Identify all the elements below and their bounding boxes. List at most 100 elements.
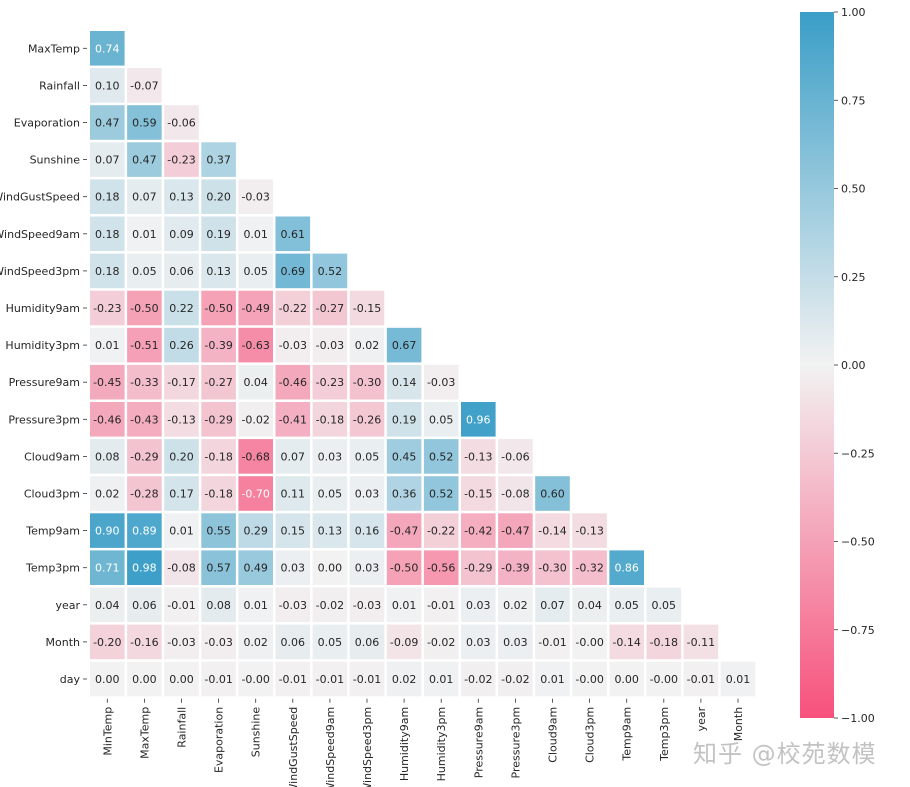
cell-value-label: 0.07 — [132, 191, 157, 204]
cell-value-label: 0.89 — [132, 525, 157, 538]
heatmap-cell — [90, 439, 125, 474]
cell-value-label: -0.17 — [167, 376, 195, 389]
cell-value-label: -0.39 — [501, 562, 529, 575]
heatmap-cell — [164, 550, 199, 585]
heatmap-cell — [275, 550, 311, 585]
heatmap-cell — [238, 290, 273, 326]
cell-value-label: 0.60 — [540, 488, 565, 501]
heatmap-cell — [275, 327, 311, 363]
cell-value-label: -0.29 — [464, 562, 492, 575]
heatmap-cell — [238, 550, 273, 585]
cell-value-label: 0.03 — [281, 562, 306, 575]
heatmap-cell — [275, 624, 311, 660]
heatmap-cell — [90, 142, 125, 177]
heatmap-cell — [201, 364, 236, 400]
cell-value-label: 0.19 — [392, 413, 417, 426]
cell-value-label: 0.71 — [95, 562, 120, 575]
cell-value-label: 0.03 — [466, 636, 491, 649]
cell-value-label: 0.03 — [503, 636, 528, 649]
heatmap-cell — [201, 587, 236, 623]
heatmap-cell — [423, 624, 459, 660]
heatmap-cell — [238, 624, 273, 660]
heatmap-cell — [312, 587, 348, 623]
heatmap-cell — [349, 402, 385, 437]
heatmap-cell — [127, 624, 162, 660]
x-tick-label: Evaporation — [213, 707, 226, 773]
heatmap-cell — [498, 476, 533, 511]
y-tick-label: Cloud3pm — [24, 488, 80, 501]
x-tick-label: Pressure9am — [472, 707, 485, 778]
cell-value-label: 0.14 — [392, 376, 417, 389]
heatmap-cell — [349, 327, 385, 363]
cell-value-label: 0.00 — [614, 673, 639, 686]
cell-value-label: -0.43 — [130, 413, 158, 426]
heatmap-cell — [275, 476, 311, 511]
heatmap-cell — [164, 142, 199, 177]
heatmap-cell — [423, 513, 459, 548]
heatmap-cell — [164, 179, 199, 214]
cell-value-label: -0.46 — [279, 376, 307, 389]
heatmap-cell — [349, 661, 385, 697]
heatmap-cell — [275, 661, 311, 697]
cell-value-label: -0.16 — [130, 636, 158, 649]
colorbar-gradient — [800, 12, 834, 718]
cell-value-label: -0.50 — [130, 302, 158, 315]
heatmap-cell — [90, 327, 125, 363]
heatmap-cell — [312, 253, 348, 289]
cell-value-label: 0.00 — [318, 562, 343, 575]
x-tick-label: Rainfall — [176, 707, 189, 748]
heatmap-cell — [275, 587, 311, 623]
cell-value-label: 0.19 — [206, 228, 231, 241]
y-tick-label: WindSpeed3pm — [0, 265, 80, 278]
cell-value-label: 0.08 — [95, 450, 120, 463]
x-tick-label: year — [695, 706, 708, 731]
heatmap-cell — [312, 550, 348, 585]
heatmap-cell — [498, 439, 533, 474]
cell-value-label: -0.01 — [538, 636, 566, 649]
heatmap-cell — [349, 290, 385, 326]
cell-value-label: -0.18 — [316, 413, 344, 426]
cell-value-label: 0.02 — [355, 339, 380, 352]
heatmap-cell — [127, 439, 162, 474]
cell-value-label: -0.15 — [353, 302, 381, 315]
heatmap-cell — [312, 327, 348, 363]
heatmap-cell — [164, 513, 199, 548]
cell-value-label: 0.08 — [206, 599, 231, 612]
heatmap-cell — [386, 513, 422, 548]
cell-value-label: 0.01 — [540, 673, 565, 686]
heatmap-cell — [90, 402, 125, 437]
cell-value-label: -0.68 — [241, 450, 269, 463]
heatmap-cell — [201, 253, 236, 289]
heatmap-cell — [386, 327, 422, 363]
heatmap-cell — [386, 402, 422, 437]
heatmap-cell — [461, 624, 496, 660]
heatmap-cell — [201, 513, 236, 548]
heatmap-cell — [572, 587, 607, 623]
cell-value-label: 0.61 — [281, 228, 306, 241]
heatmap-cell — [90, 253, 125, 289]
heatmap-cell — [572, 550, 607, 585]
cell-value-label: -0.15 — [464, 488, 492, 501]
cell-value-label: -0.22 — [279, 302, 307, 315]
heatmap-cell — [349, 624, 385, 660]
y-tick-label: Sunshine — [30, 154, 81, 167]
heatmap-cell — [164, 402, 199, 437]
cell-value-label: -0.02 — [501, 673, 529, 686]
cell-value-label: 0.07 — [95, 154, 120, 167]
cell-value-label: -0.02 — [427, 636, 455, 649]
heatmap-cell — [164, 290, 199, 326]
heatmap-cell — [90, 364, 125, 400]
heatmap-cell — [127, 105, 162, 140]
heatmap-cell — [201, 216, 236, 252]
cell-value-label: 0.07 — [540, 599, 565, 612]
cell-value-label: 0.20 — [169, 450, 194, 463]
colorbar: 1.00 0.75 0.50 0.25 0.00 −0.25 −0.50 −0.75 −1.00 — [800, 6, 875, 725]
heatmap-cell — [683, 661, 719, 697]
heatmap-cell — [238, 587, 273, 623]
y-tick-label: Pressure9am — [9, 376, 80, 389]
heatmap-cell — [275, 290, 311, 326]
cell-value-label: 0.52 — [429, 488, 454, 501]
heatmap-cell — [127, 661, 162, 697]
heatmap-cell — [609, 587, 644, 623]
cell-value-label: -0.03 — [167, 636, 195, 649]
